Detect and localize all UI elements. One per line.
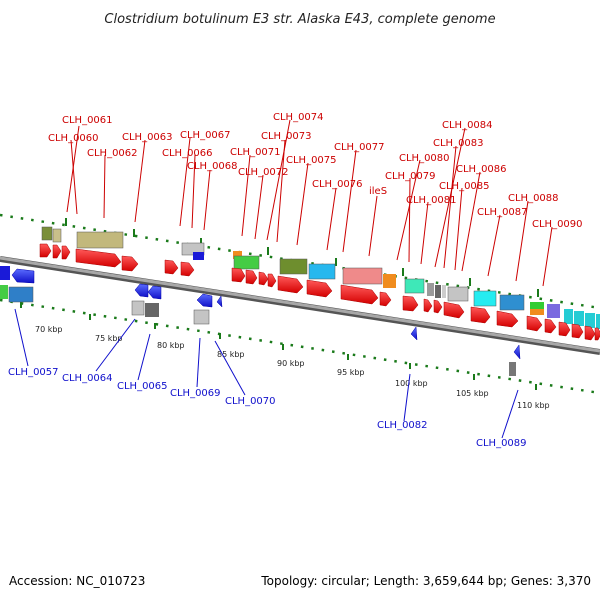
gene-label-clh-0072: CLH_0072 — [238, 167, 289, 178]
gene-label-clh-0068: CLH_0068 — [187, 161, 238, 172]
gene-label-clh-0063: CLH_0063 — [122, 132, 173, 143]
map-title: Clostridium botulinum E3 str. Alaska E43… — [104, 12, 495, 27]
scale-label-110: 110 kbp — [517, 401, 550, 410]
gene-label-clh-0076: CLH_0076 — [312, 179, 363, 190]
gene-label-clh-0074: CLH_0074 — [273, 112, 324, 123]
gene-label-clh-0086: CLH_0086 — [456, 164, 507, 175]
bottom-leader-lines — [14, 308, 519, 439]
accession-text: Accession: NC_010723 — [9, 574, 145, 588]
gene-label-clh-0082: CLH_0082 — [377, 420, 428, 431]
gene-label-clh-0064: CLH_0064 — [62, 373, 113, 384]
gene-label-clh-0061: CLH_0061 — [62, 115, 113, 126]
reverse-strand-genes — [11, 268, 521, 360]
outer-tick-row — [0, 213, 600, 310]
gene-label-clh-0070: CLH_0070 — [225, 396, 276, 407]
scale-label-75: 75 kbp — [95, 334, 123, 343]
outer-major-ticks — [65, 218, 539, 297]
scale-label-80: 80 kbp — [157, 341, 185, 350]
bottom-gene-labels: CLH_0057 CLH_0064 CLH_0065 CLH_0069 CLH_… — [8, 367, 527, 449]
gene-label-clh-0085: CLH_0085 — [439, 181, 490, 192]
gene-label-clh-0081: CLH_0081 — [406, 195, 457, 206]
gene-label-clh-0067: CLH_0067 — [180, 130, 231, 141]
gene-label-clh-0083: CLH_0083 — [433, 138, 484, 149]
gene-label-clh-0079: CLH_0079 — [385, 171, 436, 182]
forward-strand-genes — [39, 243, 600, 341]
gene-label-clh-0073: CLH_0073 — [261, 131, 312, 142]
gene-label-clh-0090: CLH_0090 — [532, 219, 583, 230]
gene-label-clh-0075: CLH_0075 — [286, 155, 337, 166]
scale-label-90: 90 kbp — [277, 359, 305, 368]
scale-label-70: 70 kbp — [35, 325, 63, 334]
gene-label-clh-0066: CLH_0066 — [162, 148, 213, 159]
gene-label-clh-0080: CLH_0080 — [399, 153, 450, 164]
gene-label-clh-0077: CLH_0077 — [334, 142, 385, 153]
gene-label-clh-0069: CLH_0069 — [170, 388, 221, 399]
scale-label-105: 105 kbp — [456, 389, 489, 398]
gene-label-clh-0088: CLH_0088 — [508, 193, 559, 204]
gene-label-clh-0062: CLH_0062 — [87, 148, 138, 159]
scale-label-85: 85 kbp — [217, 350, 245, 359]
gene-label-clh-0057: CLH_0057 — [8, 367, 59, 378]
gene-label-clh-0087: CLH_0087 — [477, 207, 528, 218]
gene-label-clh-0084: CLH_0084 — [442, 120, 493, 131]
genome-summary-text: Topology: circular; Length: 3,659,644 bp… — [260, 574, 591, 588]
genome-backbone — [0, 256, 600, 355]
top-gene-labels: CLH_0061 CLH_0060 CLH_0062 CLH_0063 CLH_… — [48, 112, 583, 230]
gene-label-clh-0065: CLH_0065 — [117, 381, 168, 392]
gene-label-clh-0060: CLH_0060 — [48, 133, 99, 144]
gene-label-clh-0089: CLH_0089 — [476, 438, 527, 449]
gene-label-clh-0071: CLH_0071 — [230, 147, 281, 158]
feature-boxes — [0, 226, 600, 376]
gene-label-ileS: ileS — [369, 186, 387, 197]
scale-label-95: 95 kbp — [337, 368, 365, 377]
scale-labels: 70 kbp 75 kbp 80 kbp 85 kbp 90 kbp 95 kb… — [35, 325, 550, 410]
scale-label-100: 100 kbp — [395, 379, 428, 388]
top-leader-lines — [66, 119, 553, 287]
scale-major-ticks — [20, 302, 537, 390]
inner-tick-row — [0, 298, 600, 395]
